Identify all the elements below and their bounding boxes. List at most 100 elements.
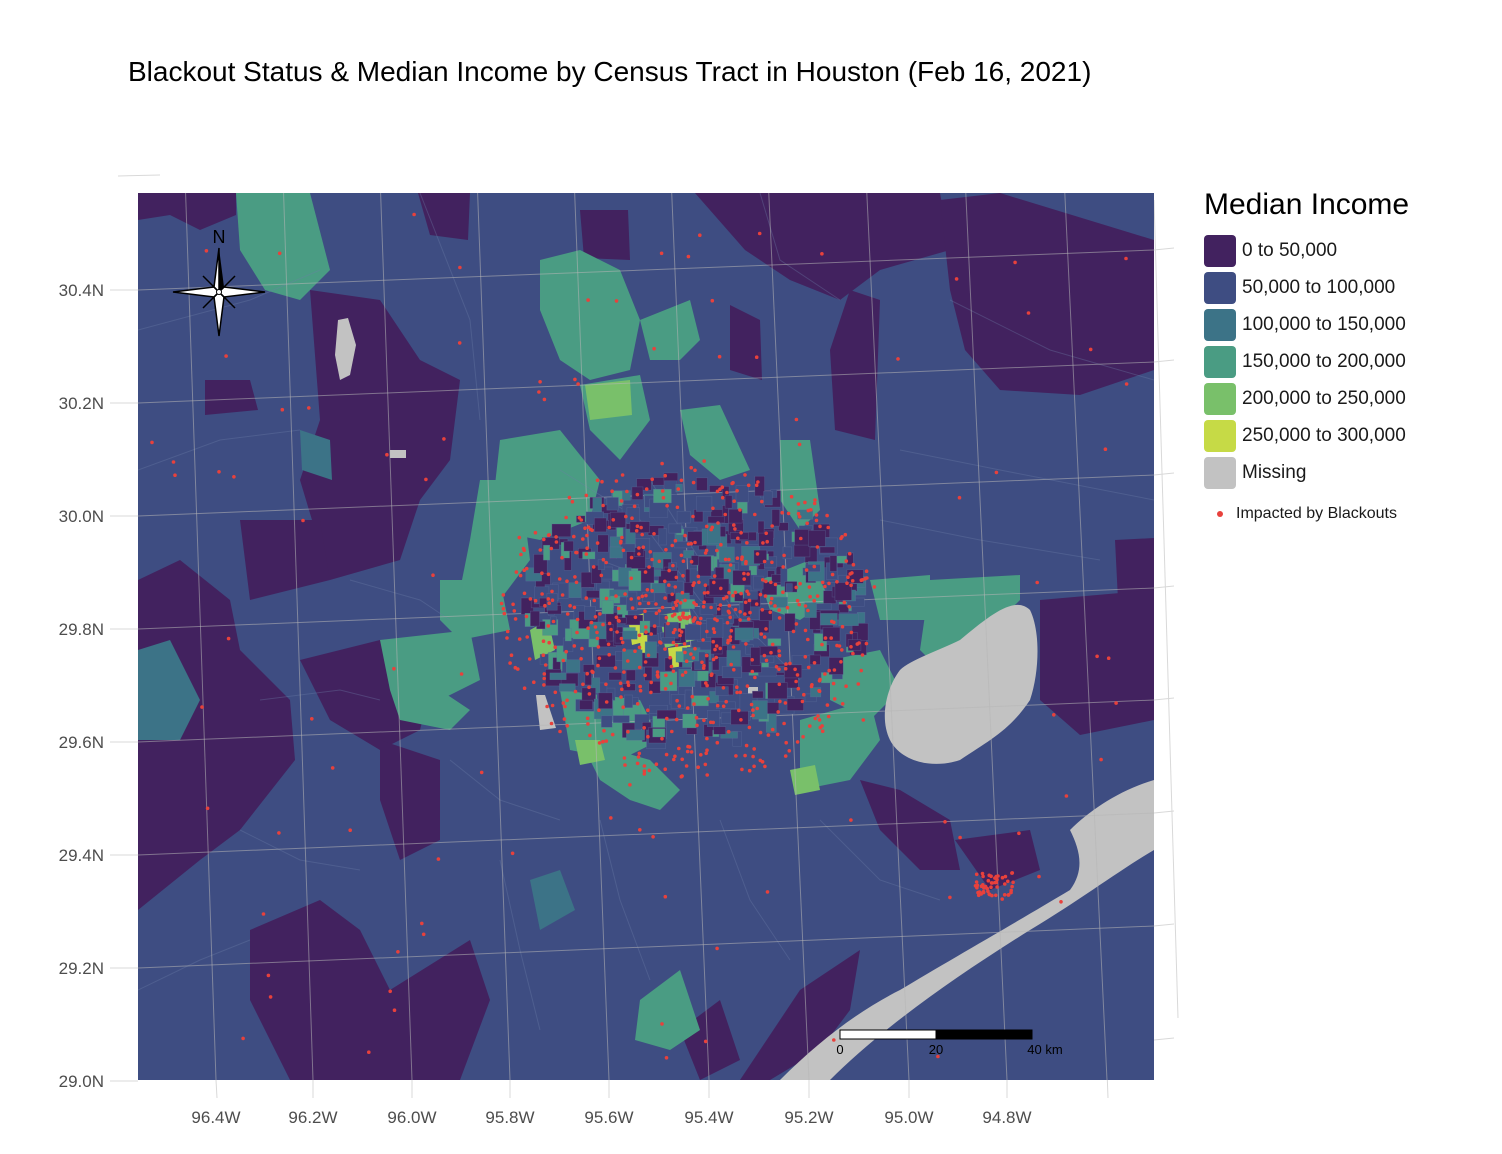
urban-tract bbox=[551, 523, 572, 538]
blackout-point bbox=[993, 880, 997, 885]
blackout-point bbox=[562, 717, 567, 721]
blackout-point bbox=[832, 697, 837, 701]
blackout-point bbox=[715, 703, 720, 708]
urban-tract bbox=[585, 590, 600, 599]
blackout-point bbox=[687, 745, 692, 749]
blackout-point bbox=[609, 816, 613, 820]
blackout-point bbox=[598, 612, 602, 616]
blackout-point bbox=[725, 490, 729, 495]
blackout-point bbox=[528, 597, 533, 601]
urban-tract bbox=[847, 639, 862, 651]
blackout-point bbox=[720, 485, 725, 490]
blackout-point bbox=[762, 653, 767, 658]
blackout-point bbox=[657, 609, 662, 613]
urban-tract bbox=[828, 657, 844, 675]
blackout-point bbox=[513, 617, 518, 621]
blackout-point bbox=[974, 880, 979, 884]
blackout-point bbox=[501, 593, 506, 597]
blackout-point bbox=[814, 513, 819, 517]
urban-tract bbox=[563, 540, 574, 552]
urban-tract bbox=[625, 669, 636, 681]
blackout-point bbox=[864, 641, 869, 646]
blackout-point bbox=[573, 377, 577, 382]
urban-tract bbox=[709, 691, 719, 704]
blackout-point bbox=[758, 730, 763, 735]
blackout-point bbox=[829, 636, 833, 640]
blackout-point bbox=[675, 698, 679, 703]
blackout-point bbox=[752, 764, 756, 769]
blackout-point bbox=[517, 535, 522, 540]
blackout-point bbox=[512, 609, 517, 613]
blackout-point bbox=[666, 621, 670, 626]
urban-tract bbox=[767, 638, 782, 646]
blackout-point bbox=[783, 666, 788, 671]
legend-label: 250,000 to 300,000 bbox=[1242, 424, 1406, 446]
blackout-point bbox=[621, 548, 626, 553]
blackout-point bbox=[204, 249, 209, 253]
tracts-income-100-150k bbox=[138, 430, 575, 930]
blackout-point bbox=[674, 717, 679, 722]
blackout-point bbox=[826, 525, 830, 530]
y-tick-label: 29.0N bbox=[59, 1072, 104, 1091]
blackout-point bbox=[994, 893, 998, 898]
blackout-point bbox=[735, 556, 740, 560]
blackout-point bbox=[649, 632, 653, 636]
blackout-point bbox=[1052, 713, 1056, 717]
blackout-point bbox=[646, 601, 651, 606]
blackout-point bbox=[701, 604, 706, 609]
blackout-point bbox=[695, 723, 699, 728]
urban-tract bbox=[605, 624, 614, 642]
blackout-point bbox=[958, 835, 962, 840]
blackout-point bbox=[994, 470, 999, 475]
blackout-point bbox=[806, 665, 811, 670]
blackout-point bbox=[647, 768, 652, 773]
urban-tract bbox=[724, 495, 733, 509]
blackout-point bbox=[633, 649, 637, 653]
blackout-point bbox=[795, 673, 800, 677]
blackout-point bbox=[855, 642, 860, 646]
blackout-point bbox=[643, 609, 647, 613]
blackout-point bbox=[385, 452, 389, 457]
urban-tract bbox=[750, 646, 761, 666]
blackout-point bbox=[839, 660, 843, 664]
blackout-point bbox=[981, 883, 985, 887]
blackout-point bbox=[679, 478, 684, 483]
scale-label: 0 bbox=[836, 1042, 843, 1057]
urban-tract bbox=[664, 657, 673, 672]
blackout-point bbox=[747, 725, 752, 730]
blackout-point bbox=[637, 751, 642, 756]
blackout-point bbox=[723, 557, 728, 562]
blackout-point bbox=[550, 589, 554, 594]
blackout-point bbox=[680, 673, 685, 677]
blackout-point bbox=[752, 747, 756, 751]
blackout-point bbox=[635, 761, 640, 766]
blackout-point bbox=[586, 722, 590, 726]
blackout-point bbox=[581, 537, 585, 541]
blackout-point bbox=[586, 298, 590, 302]
blackout-point bbox=[827, 581, 831, 586]
blackout-point bbox=[575, 617, 580, 622]
blackout-point bbox=[660, 489, 665, 493]
blackout-point bbox=[731, 593, 735, 598]
urban-tract bbox=[582, 551, 596, 560]
blackout-point bbox=[587, 692, 592, 696]
blackout-point bbox=[820, 642, 824, 647]
blackout-point bbox=[896, 357, 900, 361]
blackout-point bbox=[542, 397, 547, 402]
blackout-point bbox=[639, 525, 643, 530]
blackout-point bbox=[844, 684, 848, 688]
urban-tract bbox=[626, 729, 645, 741]
blackout-point bbox=[663, 647, 667, 651]
blackout-point bbox=[642, 769, 647, 773]
blackout-point bbox=[638, 828, 642, 832]
legend-point-label: Impacted by Blackouts bbox=[1236, 505, 1397, 522]
blackout-point bbox=[561, 658, 566, 663]
blackout-point bbox=[777, 616, 782, 620]
y-tick-label: 30.0N bbox=[59, 507, 104, 526]
blackout-point bbox=[572, 605, 577, 610]
blackout-point bbox=[716, 521, 720, 525]
blackout-point bbox=[632, 504, 637, 509]
blackout-point bbox=[670, 543, 674, 548]
urban-tract bbox=[786, 698, 804, 711]
blackout-point bbox=[671, 606, 676, 610]
